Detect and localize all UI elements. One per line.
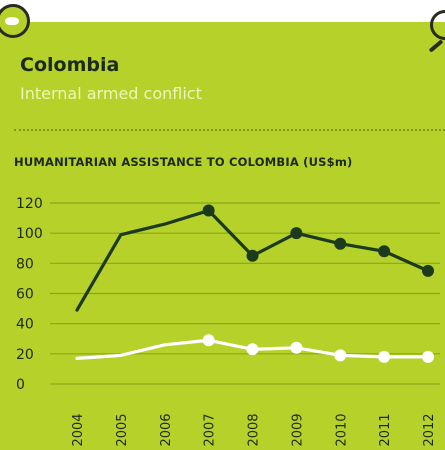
- chart-title: HUMANITARIAN ASSISTANCE TO COLOMBIA (US$…: [14, 155, 353, 169]
- data-point: [246, 249, 259, 262]
- top-strip: [0, 0, 445, 22]
- x-tick-label: 2012: [422, 413, 437, 446]
- data-point: [422, 350, 434, 363]
- x-tick-label: 2011: [378, 413, 393, 446]
- data-point: [290, 341, 303, 354]
- country-title: Colombia: [20, 54, 120, 76]
- data-point: [334, 349, 347, 362]
- data-point: [202, 204, 215, 217]
- y-tick-label: 80: [16, 256, 34, 272]
- data-point: [246, 343, 259, 356]
- y-tick-label: 40: [16, 317, 34, 333]
- x-tick-label: 2008: [247, 413, 262, 446]
- magnifier-icon: [0, 4, 30, 38]
- data-point: [378, 245, 391, 258]
- y-tick-label: 20: [16, 347, 34, 363]
- x-tick-label: 2010: [334, 413, 349, 446]
- x-tick-label: 2007: [203, 413, 218, 446]
- data-point: [422, 264, 434, 277]
- data-point: [378, 350, 391, 363]
- y-tick-label: 60: [16, 287, 34, 303]
- lens-highlight: [5, 17, 19, 25]
- magnifier-right-icon: [430, 10, 445, 40]
- y-tick-label: 100: [16, 226, 43, 242]
- dotted-divider: [14, 129, 445, 131]
- data-point: [290, 227, 303, 240]
- data-point: [334, 237, 347, 250]
- y-tick-label: 0: [16, 377, 25, 393]
- y-tick-label: 120: [16, 196, 43, 212]
- conflict-subtitle: Internal armed conflict: [20, 84, 202, 103]
- data-point: [202, 334, 215, 347]
- x-tick-label: 2006: [159, 413, 174, 446]
- x-tick-label: 2005: [115, 413, 130, 446]
- x-tick-label: 2004: [71, 413, 86, 446]
- x-tick-label: 2009: [290, 413, 305, 446]
